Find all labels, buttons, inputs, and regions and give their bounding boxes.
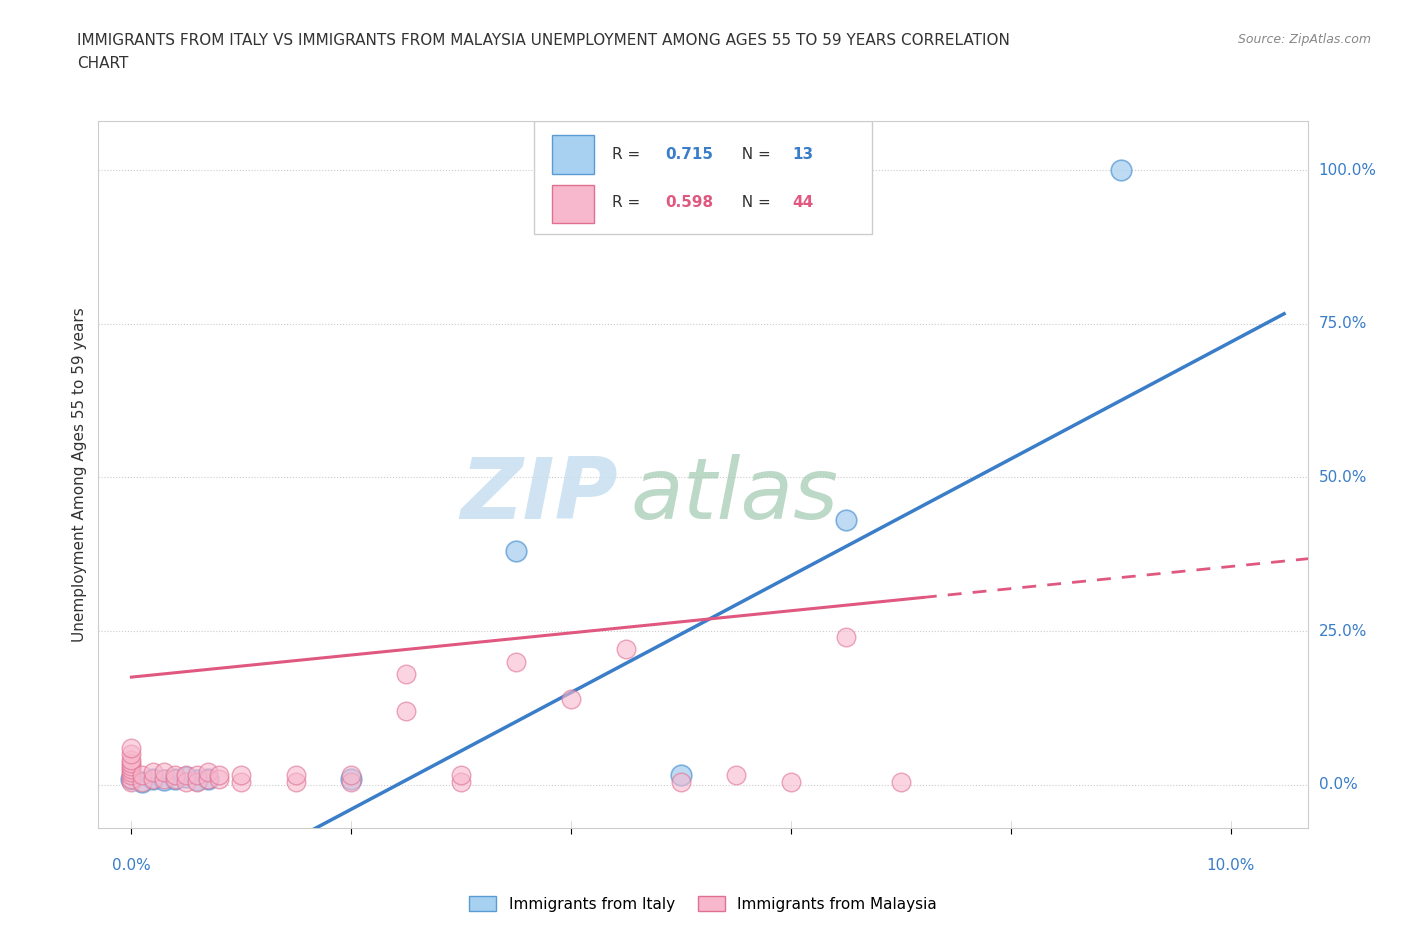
Point [186,768,208,783]
Y-axis label: Unemployment Among Ages 55 to 59 years: Unemployment Among Ages 55 to 59 years [72,307,87,642]
Point [285,768,308,783]
Text: atlas: atlas [630,454,838,537]
Text: IMMIGRANTS FROM ITALY VS IMMIGRANTS FROM MALAYSIA UNEMPLOYMENT AMONG AGES 55 TO : IMMIGRANTS FROM ITALY VS IMMIGRANTS FROM… [77,33,1010,47]
Point [340,768,363,783]
Point [120,774,142,789]
Point [835,513,858,528]
Point [197,771,219,786]
Point [142,765,165,780]
Bar [551,135,595,174]
Point [560,691,582,706]
Point [231,768,253,783]
Point [165,768,187,783]
Point [450,768,472,783]
Point [120,756,142,771]
Text: 100.0%: 100.0% [1319,163,1376,178]
Text: 0.0%: 0.0% [112,858,150,873]
Text: 0.0%: 0.0% [1319,777,1357,792]
Point [231,774,253,789]
Text: 10.0%: 10.0% [1206,858,1254,873]
Point [285,774,308,789]
Point [780,774,803,789]
Point [142,771,165,786]
Text: 50.0%: 50.0% [1319,470,1367,485]
Point [120,765,142,780]
Point [120,771,142,786]
Point [186,772,208,787]
Text: 75.0%: 75.0% [1319,316,1367,331]
Point [142,771,165,786]
Point [120,752,142,767]
Text: 13: 13 [793,147,814,162]
Point [176,768,198,783]
Point [395,703,418,718]
Text: Source: ZipAtlas.com: Source: ZipAtlas.com [1237,33,1371,46]
Point [176,774,198,789]
Text: 25.0%: 25.0% [1319,623,1367,639]
Point [120,740,142,755]
Bar [551,184,595,223]
Text: 0.715: 0.715 [665,147,713,162]
Point [120,759,142,774]
Point [505,544,527,559]
Point [120,768,142,783]
Point [395,667,418,682]
Point [340,774,363,789]
Text: CHART: CHART [77,56,129,71]
Point [1109,163,1132,178]
Point [197,765,219,780]
Point [131,768,153,783]
Text: N =: N = [733,195,776,210]
Point [131,774,153,789]
Text: R =: R = [613,147,645,162]
Point [165,771,187,786]
Text: N =: N = [733,147,776,162]
Point [208,768,231,783]
Point [153,772,176,787]
Text: ZIP: ZIP [461,454,619,537]
Legend: Immigrants from Italy, Immigrants from Malaysia: Immigrants from Italy, Immigrants from M… [463,889,943,918]
Point [340,771,363,786]
Point [614,642,637,657]
FancyBboxPatch shape [534,121,872,234]
Point [505,655,527,670]
Point [186,774,208,789]
Point [669,774,692,789]
Point [165,771,187,786]
Point [724,768,747,783]
Point [120,771,142,786]
Point [120,762,142,777]
Point [450,774,472,789]
Point [197,771,219,786]
Point [669,768,692,783]
Point [176,770,198,785]
Point [153,771,176,786]
Text: 0.598: 0.598 [665,195,714,210]
Point [153,765,176,780]
Point [120,747,142,762]
Point [835,630,858,644]
Text: 44: 44 [793,195,814,210]
Text: R =: R = [613,195,645,210]
Point [131,774,153,789]
Point [208,771,231,786]
Point [890,774,912,789]
